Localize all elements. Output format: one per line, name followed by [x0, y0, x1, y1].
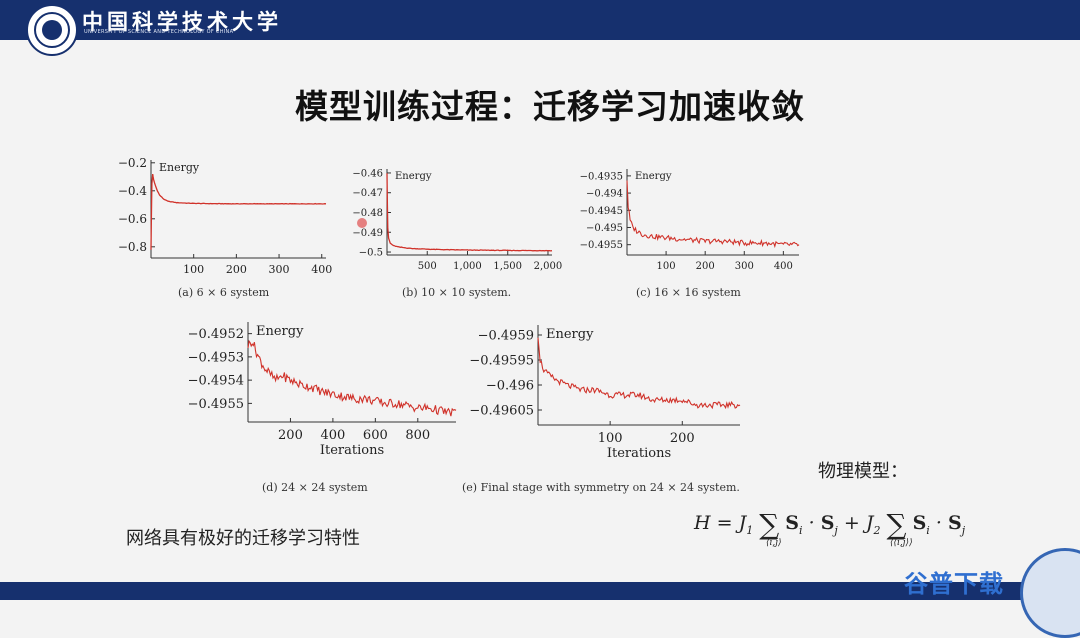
footer-bar: [0, 582, 1080, 600]
cursor-highlight: [357, 218, 367, 228]
x-tick-label: 400: [311, 263, 332, 276]
y-tick-label: −0.4935: [580, 171, 623, 182]
x-tick-label: 400: [320, 428, 345, 443]
energy-curve: [247, 339, 457, 417]
plot-c: −0.4935 −0.494 −0.4945 −0.495 −0.4955 100 200 3…: [580, 169, 800, 272]
school-name-en: UNIVERSITY OF SCIENCE AND TECHNOLOGY OF …: [84, 29, 234, 35]
y-tick-label: −0.49605: [469, 404, 534, 419]
y-tick-label: −0.47: [352, 188, 383, 199]
x-tick-label: 500: [418, 261, 437, 272]
y-tick-label: −0.2: [118, 156, 147, 170]
slide-title: 模型训练过程：迁移学习加速收敛: [295, 87, 805, 126]
x-tick-label: 800: [405, 428, 430, 443]
y-tick-label: −0.49595: [469, 354, 534, 369]
y-tick-label: −0.496: [486, 379, 534, 394]
y-tick-label: −0.5: [359, 248, 383, 259]
x-tick-label: 1,000: [453, 261, 482, 272]
x-tick-label: 300: [269, 263, 290, 276]
plot-d: −0.4952 −0.4953 −0.4954 −0.4955 200 400 600 800…: [188, 322, 457, 458]
y-tick-label: −0.4959: [478, 329, 534, 344]
y-tick-label: −0.4: [118, 184, 148, 198]
x-tick-label: 100: [598, 431, 623, 446]
university-logo: [26, 4, 78, 56]
x-tick-label: 200: [226, 263, 247, 276]
x-tick-label: 400: [774, 261, 793, 272]
y-tick-label: −0.4952: [188, 327, 244, 342]
caption-d: (d) 24 × 24 system: [262, 481, 368, 494]
x-tick-label: 100: [657, 261, 676, 272]
y-tick-label: −0.49: [352, 228, 383, 239]
energy-label: Energy: [159, 161, 200, 174]
x-tick-label: 200: [278, 428, 303, 443]
y-tick-label: −0.8: [118, 240, 147, 254]
caption-b: (b) 10 × 10 system.: [402, 286, 512, 299]
energy-label: Energy: [395, 171, 432, 182]
energy-curve: [626, 180, 800, 249]
y-tick-label: −0.495: [586, 223, 623, 234]
hamiltonian-formula: H = J1 ∑ Si · Sj + J2 ∑ Si · Sj ⟨i,j⟩ ⟨⟨…: [694, 508, 966, 548]
header-bar: [0, 0, 1080, 40]
energy-curve: [537, 337, 741, 410]
y-tick-label: −0.4953: [188, 350, 244, 365]
y-tick-label: −0.4954: [188, 374, 244, 389]
plot-e: −0.4959 −0.49595 −0.496 −0.49605 100 200Itera…: [469, 325, 741, 461]
model-note: 物理模型：: [818, 461, 908, 482]
energy-label: Energy: [635, 171, 672, 182]
x-tick-label: 1,500: [493, 261, 522, 272]
y-tick-label: −0.4955: [188, 397, 244, 412]
x-tick-label: 2,000: [534, 261, 563, 272]
caption-e: (e) Final stage with symmetry on 24 × 24…: [462, 481, 740, 494]
plot-a: −0.2 −0.4 −0.6 −0.8 100 200 300 400 Energy: [118, 156, 332, 276]
caption-c: (c) 16 × 16 system: [636, 286, 741, 299]
y-tick-label: −0.48: [352, 208, 383, 219]
energy-curve: [150, 174, 327, 250]
x-tick-label: 300: [735, 261, 754, 272]
x-axis-label: Iterations: [320, 443, 384, 458]
school-name: 中国科学技术大学: [82, 9, 282, 34]
x-tick-label: 200: [670, 431, 695, 446]
y-tick-label: −0.4955: [580, 240, 623, 251]
x-tick-label: 100: [183, 263, 204, 276]
caption-a: (a) 6 × 6 system: [178, 286, 270, 299]
x-tick-label: 200: [696, 261, 715, 272]
energy-label: Energy: [546, 327, 594, 342]
watermark-text: 谷普下载: [904, 570, 1004, 598]
energy-label: Energy: [256, 324, 304, 339]
y-tick-label: −0.46: [352, 168, 383, 179]
transfer-note: 网络具有极好的迁移学习特性: [126, 528, 360, 549]
plot-b: −0.46 −0.47 −0.48 −0.49 −0.5 500 1,000 1,500 2,0…: [352, 168, 563, 272]
watermark-logo: [1020, 548, 1080, 638]
x-axis-label: Iterations: [607, 446, 671, 461]
y-tick-label: −0.6: [118, 212, 147, 226]
y-tick-label: −0.494: [586, 189, 623, 200]
y-tick-label: −0.4945: [580, 206, 623, 217]
x-tick-label: 600: [363, 428, 388, 443]
energy-curve: [386, 173, 553, 252]
